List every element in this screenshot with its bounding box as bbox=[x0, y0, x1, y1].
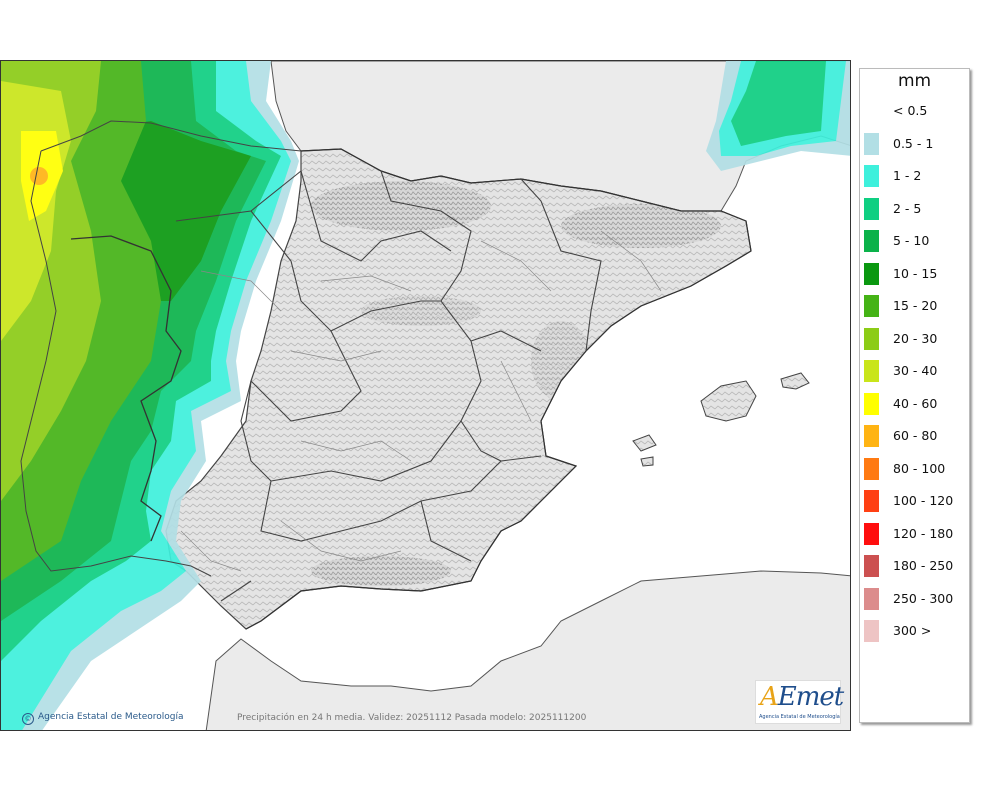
legend-swatch bbox=[864, 327, 879, 350]
legend-item: 250 - 300 bbox=[864, 587, 968, 610]
western-coastline bbox=[20, 120, 302, 577]
legend-label: 20 - 30 bbox=[893, 330, 938, 346]
legend-item: 40 - 60 bbox=[864, 392, 968, 415]
africa-landmass bbox=[205, 570, 850, 730]
legend-label: 10 - 15 bbox=[893, 265, 938, 281]
formentera-island bbox=[640, 456, 654, 467]
credit-label: Agencia Estatal de Meteorología bbox=[38, 712, 184, 722]
legend-swatch bbox=[864, 230, 879, 252]
legend-item: 2 - 5 bbox=[864, 197, 968, 220]
legend-label: 5 - 10 bbox=[893, 233, 930, 248]
ibiza-island bbox=[632, 434, 657, 452]
legend-label: 40 - 60 bbox=[893, 395, 938, 411]
logo-mark: AEmet bbox=[760, 682, 844, 712]
legend-item: 60 - 80 bbox=[864, 424, 968, 447]
legend-swatch bbox=[864, 197, 879, 220]
legend-swatch bbox=[864, 165, 879, 187]
legend-label: 1 - 2 bbox=[893, 168, 922, 183]
legend-label: 2 - 5 bbox=[893, 200, 922, 216]
precipitation-map bbox=[0, 60, 851, 731]
legend-item: 0.5 - 1 bbox=[864, 132, 968, 155]
legend-label: 180 - 250 bbox=[893, 558, 954, 573]
legend-item: 5 - 10 bbox=[864, 229, 968, 252]
legend-swatch bbox=[864, 620, 879, 642]
legend-item: 120 - 180 bbox=[864, 522, 968, 545]
portugal-border bbox=[70, 235, 182, 542]
legend-label: 0.5 - 1 bbox=[893, 135, 934, 151]
credit-text: © Agencia Estatal de Meteorología bbox=[22, 712, 184, 725]
legend-item: 80 - 100 bbox=[864, 457, 968, 480]
legend-item: 100 - 120 bbox=[864, 489, 968, 512]
legend-item: 180 - 250 bbox=[864, 554, 968, 577]
legend-item: 300 > bbox=[864, 619, 968, 642]
logo-subtitle: Agencia Estatal de Meteorología bbox=[759, 714, 840, 720]
legend-label: 60 - 80 bbox=[893, 428, 938, 443]
legend-swatch bbox=[864, 457, 879, 480]
legend-swatch bbox=[864, 262, 879, 285]
map-canvas bbox=[1, 61, 850, 730]
copyright-icon: © bbox=[22, 713, 34, 725]
legend-label: 30 - 40 bbox=[893, 363, 938, 378]
legend-label: 80 - 100 bbox=[893, 460, 946, 476]
legend-unit: mm bbox=[897, 71, 932, 91]
legend-swatch bbox=[864, 587, 879, 610]
legend-swatch bbox=[864, 490, 879, 512]
legend-item: 15 - 20 bbox=[864, 294, 968, 317]
legend-item: 10 - 15 bbox=[864, 262, 968, 285]
precipitation-legend: mm < 0.5 0.5 - 1 1 - 2 2 - 5 5 - 10 10 - 15 15… bbox=[859, 68, 970, 723]
legend-item: < 0.5 bbox=[864, 99, 968, 122]
aemet-logo: AEmet Agencia Estatal de Meteorología bbox=[755, 680, 844, 724]
legend-swatch bbox=[864, 555, 879, 577]
legend-item: 1 - 2 bbox=[864, 164, 968, 187]
legend-swatch bbox=[864, 295, 879, 317]
legend-item: 30 - 40 bbox=[864, 359, 968, 382]
mallorca-island bbox=[700, 380, 757, 422]
legend-label: 300 > bbox=[893, 623, 932, 638]
legend-label: 15 - 20 bbox=[893, 298, 938, 313]
precipitation-field-north-east bbox=[706, 61, 850, 171]
regional-borders bbox=[175, 170, 602, 602]
legend-swatch bbox=[864, 360, 879, 382]
legend-swatch bbox=[864, 100, 879, 122]
legend-label: 120 - 180 bbox=[893, 525, 954, 541]
legend-swatch bbox=[864, 522, 879, 545]
legend-swatch bbox=[864, 132, 879, 155]
precipitation-field bbox=[1, 61, 299, 730]
menorca-island bbox=[780, 372, 810, 390]
legend-swatch bbox=[864, 425, 879, 447]
legend-label: < 0.5 bbox=[893, 103, 928, 118]
legend-label: 100 - 120 bbox=[893, 493, 954, 508]
validity-caption: Precipitación en 24 h media. Validez: 20… bbox=[237, 713, 587, 723]
legend-label: 250 - 300 bbox=[893, 590, 954, 606]
legend-swatch bbox=[864, 392, 879, 415]
province-borders bbox=[180, 230, 662, 572]
legend-item: 20 - 30 bbox=[864, 327, 968, 350]
